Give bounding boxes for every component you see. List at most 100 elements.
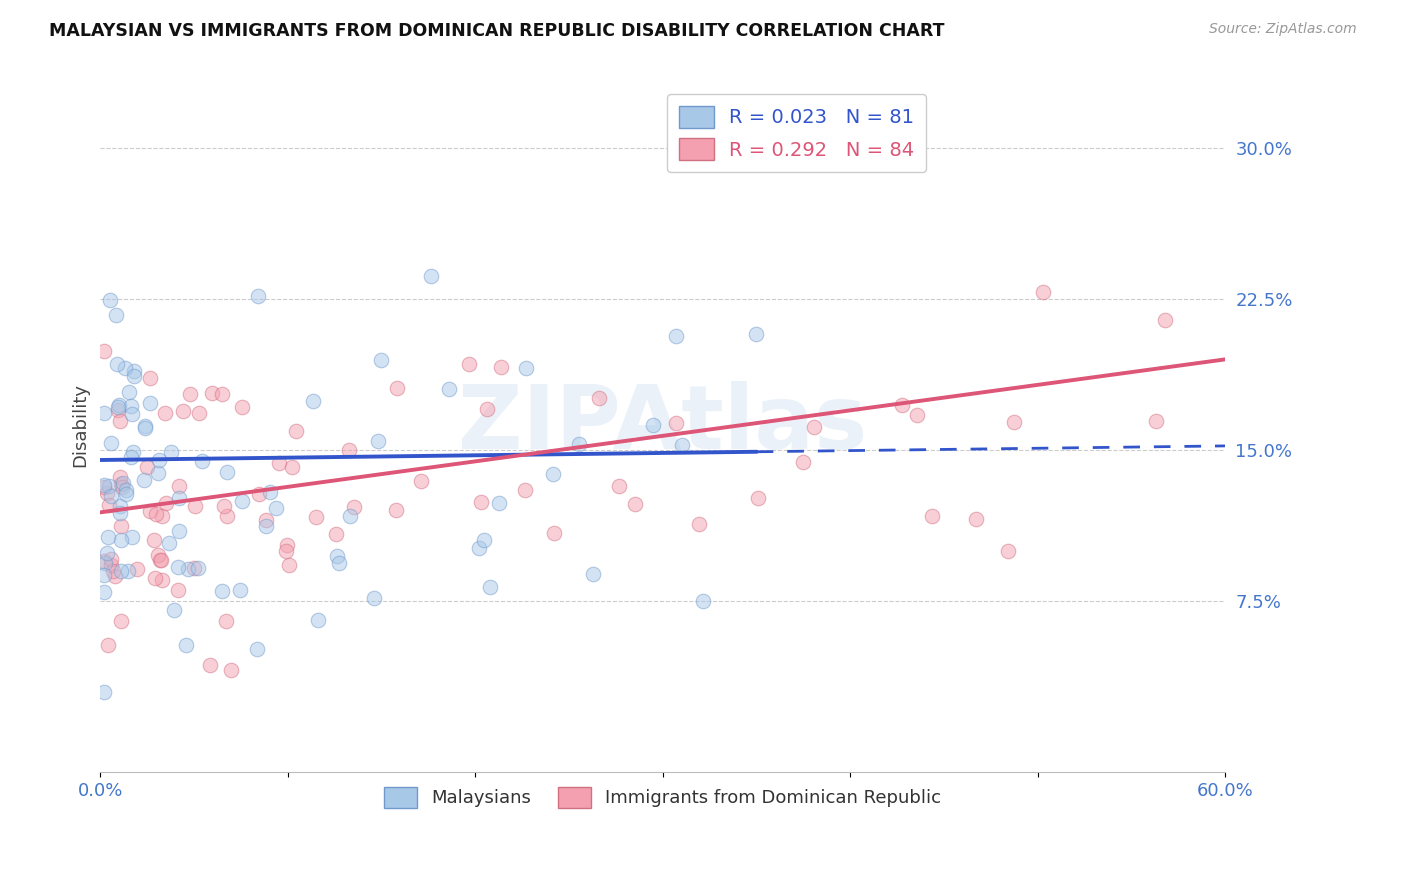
- Point: [264, 501, 287, 516]
- Point: [93, 478, 115, 492]
- Point: [120, 399, 142, 413]
- Point: [179, 387, 201, 401]
- Point: [110, 533, 132, 547]
- Point: [588, 392, 610, 406]
- Point: [278, 558, 301, 573]
- Point: [198, 657, 221, 672]
- Point: [965, 512, 987, 526]
- Point: [543, 526, 565, 541]
- Point: [93, 480, 115, 494]
- Point: [280, 460, 302, 475]
- Point: [201, 385, 224, 400]
- Point: [328, 556, 350, 570]
- Point: [93, 684, 115, 698]
- Point: [100, 435, 122, 450]
- Point: [97, 531, 120, 545]
- Point: [339, 509, 361, 524]
- Point: [97, 479, 120, 493]
- Point: [108, 414, 131, 428]
- Point: [139, 504, 162, 518]
- Point: [146, 549, 169, 563]
- Point: [215, 465, 238, 479]
- Point: [93, 554, 115, 568]
- Point: [100, 489, 122, 503]
- Point: [176, 639, 198, 653]
- Text: ZIPAtlas: ZIPAtlas: [458, 381, 868, 468]
- Point: [139, 396, 162, 410]
- Point: [134, 418, 156, 433]
- Point: [93, 568, 115, 582]
- Point: [146, 467, 169, 481]
- Point: [188, 406, 211, 420]
- Point: [125, 562, 148, 576]
- Text: Source: ZipAtlas.com: Source: ZipAtlas.com: [1209, 22, 1357, 37]
- Point: [246, 642, 269, 657]
- Point: [803, 420, 825, 434]
- Point: [145, 507, 167, 521]
- Point: [664, 416, 686, 430]
- Point: [139, 371, 162, 385]
- Point: [259, 485, 281, 500]
- Point: [247, 289, 270, 303]
- Point: [93, 585, 115, 599]
- Legend: Malaysians, Immigrants from Dominican Republic: Malaysians, Immigrants from Dominican Re…: [377, 780, 949, 815]
- Point: [276, 538, 298, 552]
- Point: [121, 407, 143, 421]
- Point: [108, 499, 131, 513]
- Point: [1032, 285, 1054, 300]
- Point: [110, 519, 132, 533]
- Point: [409, 474, 432, 488]
- Point: [692, 594, 714, 608]
- Point: [370, 352, 392, 367]
- Point: [145, 571, 167, 585]
- Point: [183, 560, 205, 574]
- Point: [187, 561, 209, 575]
- Y-axis label: Disability: Disability: [72, 383, 89, 467]
- Point: [163, 603, 186, 617]
- Point: [477, 401, 499, 416]
- Point: [172, 404, 194, 418]
- Point: [93, 344, 115, 359]
- Point: [1154, 313, 1177, 327]
- Point: [385, 503, 408, 517]
- Point: [457, 357, 479, 371]
- Point: [747, 491, 769, 505]
- Point: [110, 564, 132, 578]
- Point: [101, 564, 124, 578]
- Point: [254, 518, 277, 533]
- Point: [148, 452, 170, 467]
- Point: [489, 360, 512, 375]
- Point: [326, 549, 349, 564]
- Point: [142, 533, 165, 548]
- Point: [515, 361, 537, 376]
- Point: [155, 406, 177, 420]
- Point: [169, 479, 191, 493]
- Point: [94, 556, 117, 570]
- Point: [472, 533, 495, 548]
- Point: [134, 421, 156, 435]
- Point: [285, 424, 308, 438]
- Point: [96, 546, 118, 560]
- Point: [997, 544, 1019, 558]
- Point: [150, 508, 173, 523]
- Point: [385, 380, 408, 394]
- Point: [122, 445, 145, 459]
- Point: [107, 402, 129, 417]
- Point: [155, 496, 177, 510]
- Point: [437, 382, 460, 396]
- Point: [166, 583, 188, 598]
- Point: [136, 460, 159, 475]
- Point: [513, 483, 536, 498]
- Point: [792, 455, 814, 469]
- Point: [468, 541, 491, 556]
- Point: [671, 438, 693, 452]
- Point: [104, 568, 127, 582]
- Point: [212, 499, 235, 513]
- Point: [122, 364, 145, 378]
- Point: [219, 663, 242, 677]
- Point: [100, 551, 122, 566]
- Point: [419, 268, 441, 283]
- Point: [301, 394, 323, 409]
- Point: [117, 564, 139, 578]
- Point: [543, 467, 565, 481]
